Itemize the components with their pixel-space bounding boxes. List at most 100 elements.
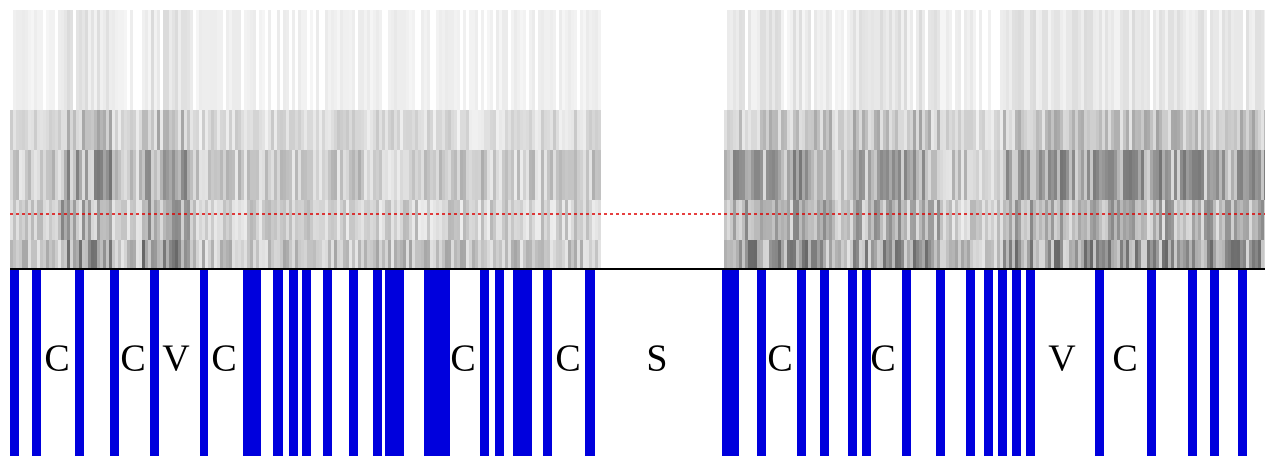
segment-label: S [646,338,667,380]
spectrogram-cell [40,110,43,150]
spectrogram-cell [571,10,574,110]
spectrogram-cell [865,240,868,268]
spectrogram-cell [745,150,748,200]
spectrogram-cell [1240,200,1243,240]
spectrogram-cell [157,150,160,200]
spectrogram-cell [736,200,739,240]
spectrogram-cell [511,150,514,200]
spectrogram-cell [19,10,22,110]
spectrogram-cell [235,200,238,240]
spectrogram-cell [340,200,343,240]
spectrogram-cell [157,110,160,150]
spectrogram-cell [1063,200,1066,240]
spectrogram-cell [1231,150,1234,200]
spectrogram-cell [181,150,184,200]
spectrogram-cell [1084,150,1087,200]
spectrogram-cell [481,240,484,268]
spectrogram-cell [526,110,529,150]
spectrogram-cell [793,240,796,268]
spectrogram-cell [472,240,475,268]
spectrogram-cell [451,150,454,200]
spectrogram-cell [919,10,922,110]
spectrogram-cell [40,200,43,240]
spectrogram-cell [67,110,70,150]
spectrogram-cell [1054,150,1057,200]
spectrogram-cell [565,110,568,150]
spectrogram-cell [304,110,307,150]
spectrogram-cell [907,200,910,240]
boundary-bar [495,270,504,456]
spectrogram-cell [286,240,289,268]
spectrogram-cell [562,110,565,150]
spectrogram-cell [148,150,151,200]
spectrogram-cell [1063,240,1066,268]
spectrogram-cell [94,150,97,200]
spectrogram-cell [793,10,796,110]
spectrogram-cell [454,240,457,268]
spectrogram-cell [1168,10,1171,110]
spectrogram-cell [112,200,115,240]
spectrogram-cell [34,10,37,110]
spectrogram-cell [1027,10,1030,110]
spectrogram-cell [325,110,328,150]
spectrogram-cell [790,150,793,200]
spectrogram-cell [52,150,55,200]
spectrogram-cell [286,150,289,200]
spectrogram-cell [793,200,796,240]
spectrogram-cell [520,240,523,268]
spectrogram-cell [316,200,319,240]
spectrogram-cell [829,150,832,200]
spectrogram-cell [814,240,817,268]
spectrogram-cell [739,240,742,268]
spectrogram-cell [181,110,184,150]
spectrogram-cell [1039,10,1042,110]
spectrogram-cell [523,240,526,268]
spectrogram-cell [859,240,862,268]
spectrogram-cell [1201,10,1204,110]
spectrogram-cell [205,110,208,150]
spectrogram-cell [487,110,490,150]
spectrogram-cell [760,110,763,150]
spectrogram-cell [52,240,55,268]
spectrogram-cell [991,150,994,200]
spectrogram-cell [550,240,553,268]
spectrogram-cell [1216,10,1219,110]
spectrogram-cell [55,240,58,268]
spectrogram-cell [535,150,538,200]
spectrogram-cell [268,200,271,240]
spectrogram-cell [892,10,895,110]
spectrogram-cell [913,150,916,200]
spectrogram-cell [1153,110,1156,150]
spectrogram-cell [865,110,868,150]
spectrogram-cell [448,240,451,268]
spectrogram-cell [871,200,874,240]
spectrogram-cell [820,10,823,110]
spectrogram-cell [994,240,997,268]
spectrogram-cell [727,110,730,150]
spectrogram-cell [52,110,55,150]
spectrogram-cell [448,200,451,240]
spectrogram-cell [169,200,172,240]
spectrogram [10,10,1265,268]
spectrogram-cell [40,10,43,110]
spectrogram-cell [883,110,886,150]
spectrogram-cell [1189,10,1192,110]
spectrogram-cell [37,110,40,150]
spectrogram-cell [1156,150,1159,200]
spectrogram-cell [1168,110,1171,150]
spectrogram-cell [589,110,592,150]
spectrogram-cell [115,150,118,200]
spectrogram-cell [772,110,775,150]
spectrogram-cell [1075,10,1078,110]
spectrogram-cell [574,110,577,150]
spectrogram-cell [103,10,106,110]
spectrogram-cell [184,150,187,200]
spectrogram-cell [544,150,547,200]
spectrogram-cell [325,10,328,110]
spectrogram-cell [1003,200,1006,240]
spectrogram-cell [1039,240,1042,268]
spectrogram-cell [145,240,148,268]
spectrogram-cell [880,240,883,268]
spectrogram-cell [238,200,241,240]
spectrogram-cell [997,150,1000,200]
